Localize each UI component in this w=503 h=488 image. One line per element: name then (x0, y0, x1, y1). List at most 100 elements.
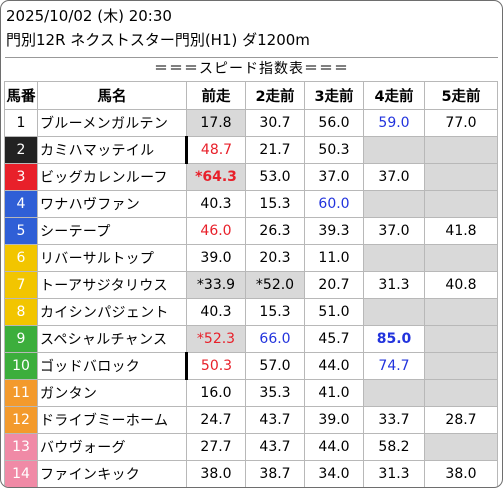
horse-number: 6 (4, 244, 38, 272)
table-row: 12 ドライブミーホーム 24.7 43.7 39.0 33.7 28.7 (4, 406, 498, 434)
speed-index-prev2: 43.7 (245, 406, 305, 434)
speed-index-prev5: 38.0 (424, 460, 498, 487)
speed-index-prev3: 37.0 (304, 163, 364, 191)
speed-index-prev1: *33.9 (186, 271, 246, 299)
speed-index-prev2: 26.3 (245, 217, 305, 245)
horse-number: 1 (4, 109, 38, 137)
table-row: 1 ブルーメンガルテン 17.8 30.7 56.0 59.0 77.0 (4, 109, 498, 137)
speed-index-prev1: 46.0 (186, 217, 246, 245)
speed-index-prev5 (424, 352, 498, 380)
speed-index-prev5 (424, 433, 498, 461)
horse-number: 14 (4, 460, 38, 487)
speed-index-prev3: 34.0 (304, 460, 364, 487)
race-title: 門別12R ネクストスター門別(H1) ダ1200m (6, 31, 310, 49)
horse-name: カミハマッテイル (37, 136, 188, 164)
speed-index-prev1: *52.3 (186, 325, 246, 353)
horse-number: 2 (4, 136, 38, 164)
col-header-prev1: 前走 (186, 81, 246, 110)
table-row: 13 バウヴォーグ 27.7 43.7 44.0 58.2 (4, 433, 498, 461)
speed-index-prev4: 37.0 (363, 163, 425, 191)
horse-number: 11 (4, 379, 38, 407)
horse-name: ブルーメンガルテン (37, 109, 187, 137)
speed-index-prev3: 50.3 (304, 136, 364, 164)
speed-index-prev4 (363, 190, 425, 218)
table-row: 9 スペシャルチャンス *52.3 66.0 45.7 85.0 (4, 325, 498, 353)
speed-index-prev2: 57.0 (245, 352, 305, 380)
speed-index-prev4 (363, 379, 425, 407)
speed-index-prev1: 39.0 (186, 244, 246, 272)
speed-index-prev5: 77.0 (424, 109, 498, 137)
speed-index-table: 馬番 馬名 前走 2走前 3走前 4走前 5走前 1 ブルーメンガルテン 17.8 3… (4, 81, 498, 487)
table-header-row: 馬番 馬名 前走 2走前 3走前 4走前 5走前 (4, 81, 498, 110)
table-body: 1 ブルーメンガルテン 17.8 30.7 56.0 59.0 77.0 2 カミハマッテイル 4… (4, 109, 498, 487)
col-header-name: 馬名 (37, 81, 187, 110)
speed-index-prev4: 31.3 (363, 460, 425, 487)
speed-index-prev5 (424, 379, 498, 407)
horse-name: ワナハヴファン (37, 190, 187, 218)
speed-index-prev4: 74.7 (363, 352, 425, 380)
speed-index-prev5 (424, 190, 498, 218)
col-header-prev4: 4走前 (363, 81, 425, 110)
speed-index-prev1: 48.7 (186, 136, 246, 164)
speed-index-prev1: 40.3 (186, 190, 246, 218)
speed-index-prev3: 41.0 (304, 379, 364, 407)
table-row: 6 リバーサルトップ 39.0 20.3 11.0 (4, 244, 498, 272)
speed-index-prev3: 51.0 (304, 298, 364, 326)
horse-name: トーアサジタリウス (37, 271, 187, 299)
speed-index-prev1: 16.0 (186, 379, 246, 407)
horse-number: 10 (4, 352, 38, 380)
horse-number: 4 (4, 190, 38, 218)
col-header-prev5: 5走前 (424, 81, 498, 110)
col-header-number: 馬番 (4, 81, 38, 110)
speed-index-prev5 (424, 163, 498, 191)
speed-index-prev1: 27.7 (186, 433, 246, 461)
table-row: 5 シーテープ 46.0 26.3 39.3 37.0 41.8 (4, 217, 498, 245)
speed-index-prev4 (363, 298, 425, 326)
speed-index-prev2: 53.0 (245, 163, 305, 191)
table-row: 4 ワナハヴファン 40.3 15.3 60.0 (4, 190, 498, 218)
speed-index-prev3: 44.0 (304, 433, 364, 461)
speed-index-prev4 (363, 136, 425, 164)
speed-index-prev4: 58.2 (363, 433, 425, 461)
table-row: 3 ビッグカレンルーフ *64.3 53.0 37.0 37.0 (4, 163, 498, 191)
table-row: 14 ファインキック 38.0 38.7 34.0 31.3 38.0 (4, 460, 498, 487)
horse-name: ガンタン (37, 379, 187, 407)
speed-index-prev3: 56.0 (304, 109, 364, 137)
speed-index-prev2: 43.7 (245, 433, 305, 461)
speed-index-prev4: 85.0 (363, 325, 425, 353)
speed-index-prev1: *64.3 (186, 163, 246, 191)
speed-index-prev1: 40.3 (186, 298, 246, 326)
speed-index-prev4: 33.7 (363, 406, 425, 434)
speed-index-prev2: 35.3 (245, 379, 305, 407)
speed-index-prev2: 38.7 (245, 460, 305, 487)
speed-index-prev1: 17.8 (186, 109, 246, 137)
horse-number: 13 (4, 433, 38, 461)
speed-index-prev4: 59.0 (363, 109, 425, 137)
speed-index-prev1: 50.3 (186, 352, 246, 380)
speed-index-banner: ＝＝＝スピード指数表＝＝＝ (154, 61, 349, 77)
speed-index-prev2: 20.3 (245, 244, 305, 272)
speed-index-prev3: 60.0 (304, 190, 364, 218)
speed-index-prev2: *52.0 (245, 271, 305, 299)
speed-index-prev2: 15.3 (245, 190, 305, 218)
horse-name: ビッグカレンルーフ (37, 163, 187, 191)
horse-name: ゴッドバロック (37, 352, 188, 380)
speed-index-prev3: 39.0 (304, 406, 364, 434)
col-header-prev3: 3走前 (304, 81, 364, 110)
horse-name: ドライブミーホーム (37, 406, 187, 434)
speed-index-prev5 (424, 136, 498, 164)
horse-number: 5 (4, 217, 38, 245)
speed-index-prev1: 24.7 (186, 406, 246, 434)
speed-index-prev2: 21.7 (245, 136, 305, 164)
speed-index-prev2: 15.3 (245, 298, 305, 326)
table-row: 11 ガンタン 16.0 35.3 41.0 (4, 379, 498, 407)
table-row: 10 ゴッドバロック 50.3 57.0 44.0 74.7 (4, 352, 498, 380)
horse-name: スペシャルチャンス (37, 325, 187, 353)
horse-name: カイシンパジェント (37, 298, 187, 326)
race-datetime: 2025/10/02 (木) 20:30 (6, 7, 172, 25)
horse-number: 12 (4, 406, 38, 434)
horse-number: 9 (4, 325, 38, 353)
speed-index-prev5: 41.8 (424, 217, 498, 245)
speed-index-prev4 (363, 244, 425, 272)
